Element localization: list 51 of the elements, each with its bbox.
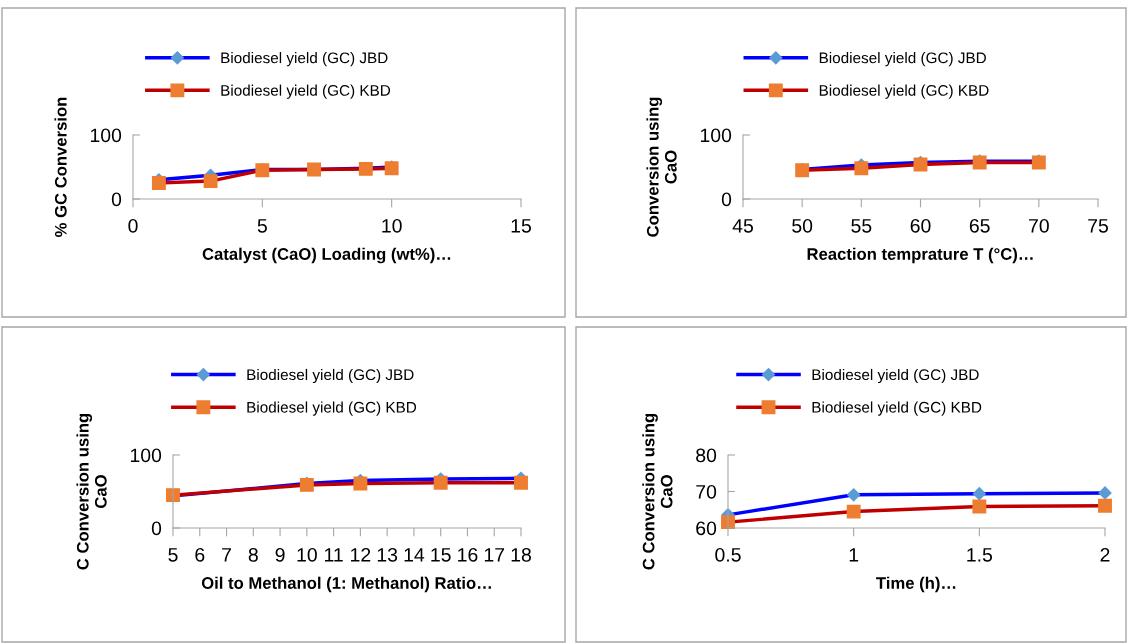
x-tick-label: 1.5 [967,548,993,562]
y-tick-label: 70 [696,484,717,499]
x-axis-title: Reaction temprature T (°C)… [807,247,1033,264]
x-tick-label: 65 [969,218,990,233]
x-tick-label: 8 [248,547,258,562]
y-tick-label: 100 [130,448,162,463]
x-tick-label: 50 [792,218,813,233]
x-tick-label: 12 [351,547,371,562]
x-tick-label: 15 [431,548,451,562]
x-tick-label: 6 [195,547,205,562]
y-axis-title: C Conversion using CaO [642,413,673,570]
x-tick-label: 75 [1088,219,1108,233]
legend-label: Biodiesel yield (GC) KBD [247,401,417,416]
x-tick-label: 10 [297,547,317,562]
legend-label: Biodiesel yield (GC) KBD [221,84,391,99]
legend-label: Biodiesel yield (GC) JBD [812,368,979,384]
x-tick-label: 45 [732,219,753,233]
y-axis-title: Conversion using CaO [646,97,677,237]
x-tick-label: 0.5 [715,547,741,562]
x-tick-label: 16 [458,547,478,562]
x-tick-label: 70 [1029,218,1049,233]
x-tick-label: 55 [851,219,872,233]
x-axis-title: Time (h)… [876,576,956,593]
x-tick-label: 15 [511,219,531,233]
x-tick-label: 11 [325,548,343,562]
y-tick-label: 100 [90,128,122,143]
x-axis-title: Catalyst (CaO) Loading (wt%)… [202,247,451,264]
x-tick-label: 0 [128,218,138,233]
legend-label: Biodiesel yield (GC) JBD [247,368,414,384]
legend-label: Biodiesel yield (GC) KBD [819,84,989,99]
y-axis-title: % GC Conversion [54,97,67,237]
x-tick-label: 5 [168,548,178,562]
x-axis-title: Oil to Methanol (1: Methanol) Ratio… [201,576,491,593]
y-axis-title: C Conversion using CaO [76,413,107,570]
legend-label: Biodiesel yield (GC) JBD [221,52,388,67]
x-tick-label: 7 [222,548,231,562]
x-tick-label: 1 [849,548,859,562]
x-tick-label: 5 [257,219,267,233]
x-tick-label: 18 [511,547,531,562]
legend-label: Biodiesel yield (GC) JBD [819,52,986,67]
y-tick-label: 60 [696,521,717,536]
y-tick-label: 80 [696,448,717,463]
y-tick-label: 100 [700,128,732,143]
x-tick-label: 17 [484,548,505,562]
x-tick-label: 2 [1100,547,1110,562]
x-tick-label: 13 [377,547,398,562]
x-tick-label: 14 [404,548,425,562]
x-tick-label: 60 [910,218,931,233]
x-tick-label: 9 [275,547,285,562]
x-tick-label: 10 [382,218,402,233]
legend-label: Biodiesel yield (GC) KBD [812,401,982,416]
